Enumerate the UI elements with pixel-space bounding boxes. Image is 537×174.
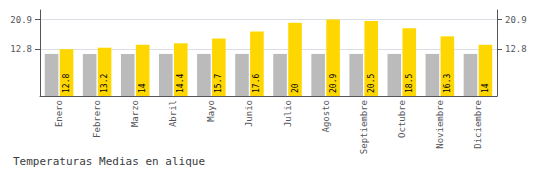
svg-text:14.4: 14.4 <box>176 74 185 93</box>
svg-text:17.6: 17.6 <box>252 74 261 93</box>
svg-text:12.8: 12.8 <box>505 44 527 54</box>
svg-text:Octubre: Octubre <box>397 100 407 138</box>
svg-text:Diciembre: Diciembre <box>473 100 483 149</box>
svg-text:Temperaturas Medias en alique: Temperaturas Medias en alique <box>13 155 205 168</box>
svg-text:20: 20 <box>291 83 300 93</box>
svg-text:15.7: 15.7 <box>214 74 223 93</box>
svg-text:Septiembre: Septiembre <box>359 100 369 154</box>
svg-text:Mayo: Mayo <box>206 100 216 122</box>
svg-text:Abril: Abril <box>168 100 178 127</box>
svg-text:Febrero: Febrero <box>92 100 102 138</box>
svg-text:20.9: 20.9 <box>505 15 527 25</box>
svg-text:Noviembre: Noviembre <box>435 100 445 149</box>
svg-text:Julio: Julio <box>283 100 293 127</box>
svg-text:13.2: 13.2 <box>100 74 109 93</box>
svg-text:14: 14 <box>138 83 147 93</box>
svg-text:18.5: 18.5 <box>405 74 414 93</box>
svg-text:14: 14 <box>481 83 490 93</box>
svg-text:20.5: 20.5 <box>367 74 376 93</box>
svg-text:Agosto: Agosto <box>321 100 331 133</box>
svg-text:Enero: Enero <box>54 100 64 127</box>
svg-text:12.8: 12.8 <box>62 74 71 93</box>
svg-text:Marzo: Marzo <box>130 100 140 127</box>
svg-text:20.9: 20.9 <box>10 15 32 25</box>
svg-text:16.3: 16.3 <box>443 74 452 93</box>
svg-text:Junio: Junio <box>244 100 254 127</box>
svg-text:20.9: 20.9 <box>329 74 338 93</box>
svg-text:12.8: 12.8 <box>10 44 32 54</box>
